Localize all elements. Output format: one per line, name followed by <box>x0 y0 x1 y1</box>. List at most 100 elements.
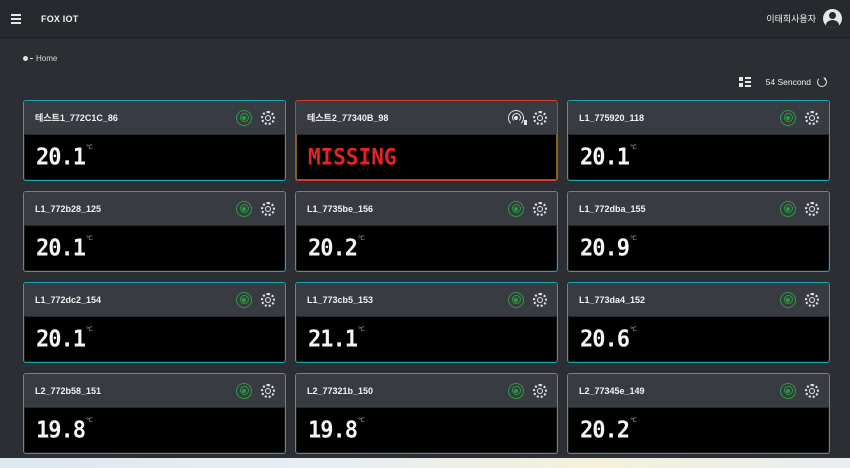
temperature-reading: 21.1 <box>308 325 358 353</box>
temperature-unit: ℃ <box>85 145 93 151</box>
card-reading-panel: 19.8 ℃ <box>25 407 284 452</box>
signal-icon <box>236 200 252 217</box>
temperature-unit: ℃ <box>85 418 93 424</box>
device-name: L2_77321b_150 <box>307 385 374 396</box>
device-card[interactable]: L1_773cb5_153 21.1 ℃ <box>295 282 558 363</box>
card-reading-panel: 20.2 ℃ <box>569 407 828 452</box>
temperature-unit: ℃ <box>629 145 637 151</box>
gear-icon[interactable] <box>533 201 547 216</box>
card-header: L1_773cb5_153 <box>296 283 557 316</box>
device-card[interactable]: L1_775920_118 20.1 ℃ <box>567 100 830 181</box>
device-card[interactable]: 테스트2_77340B_98 MISSING <box>295 100 558 181</box>
temperature-reading: 20.1 <box>36 143 86 171</box>
card-reading-panel: 20.2 ℃ <box>297 225 556 270</box>
card-header: L2_77345e_149 <box>568 374 829 407</box>
device-card[interactable]: L1_772dba_155 20.9 ℃ <box>567 191 830 272</box>
temperature-reading: 20.1 <box>36 325 86 353</box>
card-reading-panel: 20.6 ℃ <box>569 316 828 361</box>
signal-icon <box>236 382 252 399</box>
user-avatar-icon[interactable] <box>823 9 842 28</box>
temperature-reading: 19.8 <box>36 416 86 444</box>
device-card[interactable]: L2_772b58_151 19.8 ℃ <box>23 373 286 454</box>
signal-icon <box>780 382 796 399</box>
refresh-icon[interactable] <box>817 77 827 87</box>
device-card[interactable]: L1_7735be_156 20.2 ℃ <box>295 191 558 272</box>
device-name: L2_77345e_149 <box>579 385 645 396</box>
temperature-reading: MISSING <box>308 144 397 170</box>
gear-icon[interactable] <box>533 110 547 125</box>
device-card[interactable]: L1_773da4_152 20.6 ℃ <box>567 282 830 363</box>
card-reading-panel: 21.1 ℃ <box>297 316 556 361</box>
device-card[interactable]: L2_77345e_149 20.2 ℃ <box>567 373 830 454</box>
temperature-unit: ℃ <box>629 418 637 424</box>
temperature-unit: ℃ <box>629 236 637 242</box>
gear-icon[interactable] <box>261 292 275 307</box>
device-name: L1_773cb5_153 <box>307 294 374 305</box>
temperature-reading: 19.8 <box>308 416 358 444</box>
gear-icon[interactable] <box>533 383 547 398</box>
card-header: L1_772dc2_154 <box>24 283 285 316</box>
card-header: L1_772b28_125 <box>24 192 285 225</box>
temperature-reading: 20.9 <box>580 234 630 262</box>
card-header: L1_775920_118 <box>568 101 829 134</box>
card-header: 테스트2_77340B_98 <box>296 101 557 134</box>
gear-icon[interactable] <box>805 383 819 398</box>
signal-icon <box>780 109 796 126</box>
device-name: 테스트2_77340B_98 <box>307 113 389 123</box>
refresh-bar: 54 Sencond <box>738 77 827 87</box>
user-name: 이태희사용자 <box>766 14 816 24</box>
gear-icon[interactable] <box>805 110 819 125</box>
device-card[interactable]: L1_772dc2_154 20.1 ℃ <box>23 282 286 363</box>
device-name: 테스트1_772C1C_86 <box>35 113 118 123</box>
gear-icon[interactable] <box>261 110 275 125</box>
menu-icon[interactable] <box>11 12 31 26</box>
temperature-reading: 20.1 <box>580 143 630 171</box>
card-reading-panel: 19.8 ℃ <box>297 407 556 452</box>
card-header: L2_77321b_150 <box>296 374 557 407</box>
temperature-unit: ℃ <box>357 327 365 333</box>
device-card[interactable]: L1_772b28_125 20.1 ℃ <box>23 191 286 272</box>
device-name: L1_772dba_155 <box>579 203 646 214</box>
card-header: L2_772b58_151 <box>24 374 285 407</box>
device-name: L1_773da4_152 <box>579 294 646 305</box>
user-menu[interactable]: 이태희사용자 <box>766 9 842 28</box>
device-name: L2_772b58_151 <box>35 385 102 396</box>
breadcrumb-home[interactable]: Home <box>36 54 58 63</box>
app-title: FOX IOT <box>41 13 79 24</box>
card-header: L1_7735be_156 <box>296 192 557 225</box>
gear-icon[interactable] <box>533 292 547 307</box>
card-reading-panel: 20.9 ℃ <box>569 225 828 270</box>
device-name: L1_775920_118 <box>579 112 645 123</box>
temperature-unit: ℃ <box>357 236 365 242</box>
signal-icon <box>508 291 524 308</box>
footer-strip <box>0 458 850 468</box>
refresh-interval-label: 54 Sencond <box>765 77 811 87</box>
temperature-reading: 20.2 <box>580 416 630 444</box>
signal-icon <box>780 291 796 308</box>
home-dot-icon <box>23 56 28 61</box>
device-card[interactable]: L2_77321b_150 19.8 ℃ <box>295 373 558 454</box>
signal-icon <box>236 109 252 126</box>
signal-icon <box>508 382 524 399</box>
gear-icon[interactable] <box>805 201 819 216</box>
card-reading-panel: 20.1 ℃ <box>25 316 284 361</box>
signal-icon <box>508 200 524 217</box>
temperature-unit: ℃ <box>629 327 637 333</box>
breadcrumb: Home <box>23 54 57 63</box>
temperature-reading: 20.1 <box>36 234 86 262</box>
layout-icon[interactable] <box>738 77 751 87</box>
card-reading-panel: 20.1 ℃ <box>25 134 284 179</box>
device-card[interactable]: 테스트1_772C1C_86 20.1 ℃ <box>23 100 286 181</box>
temperature-reading: 20.6 <box>580 325 630 353</box>
card-reading-panel: 20.1 ℃ <box>569 134 828 179</box>
signal-icon <box>236 291 252 308</box>
gear-icon[interactable] <box>261 383 275 398</box>
device-name: L1_7735be_156 <box>307 203 374 214</box>
device-name: L1_772dc2_154 <box>35 294 102 305</box>
temperature-unit: ℃ <box>85 327 93 333</box>
card-reading-panel: MISSING <box>297 134 556 179</box>
signal-icon <box>508 109 527 126</box>
gear-icon[interactable] <box>261 201 275 216</box>
gear-icon[interactable] <box>805 292 819 307</box>
card-header: L1_773da4_152 <box>568 283 829 316</box>
